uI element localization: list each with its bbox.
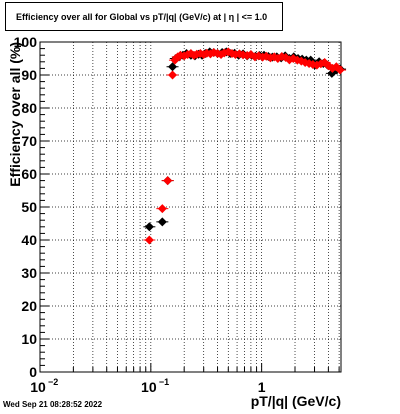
x-tick-label-exponent: −2: [48, 377, 58, 387]
y-tick-label: 30: [21, 265, 37, 281]
x-tick-label: 10: [30, 379, 46, 395]
y-tick-label: 20: [21, 298, 37, 314]
data-point: [144, 222, 154, 232]
y-tick-label: 60: [21, 166, 37, 182]
data-points: [143, 47, 347, 245]
data-point: [163, 176, 173, 186]
data-point: [157, 204, 167, 214]
y-tick-label: 80: [21, 100, 37, 116]
series-1: [143, 47, 347, 245]
y-tick-label: 90: [21, 67, 37, 83]
x-tick-label: 10: [141, 379, 157, 395]
data-point: [335, 65, 345, 75]
y-tick-label: 0: [29, 364, 37, 380]
y-axis-label: Efficiency over all (%): [7, 42, 23, 187]
y-tick-labels: 0 10 20 30 40 50 60 70 80 90 100: [14, 34, 38, 380]
x-tick-labels: 10 −2 10 −1 1: [30, 377, 266, 395]
chart-title: Efficiency over all for Global vs pT/|q|…: [5, 2, 283, 31]
y-tick-label: 40: [21, 232, 37, 248]
data-point: [168, 70, 178, 80]
y-tick-label: 100: [14, 34, 38, 50]
x-tick-label-exponent: −1: [159, 377, 169, 387]
axis-ticks: [39, 41, 340, 373]
y-tick-label: 70: [21, 133, 37, 149]
y-tick-label: 50: [21, 199, 37, 215]
x-tick-label: 1: [258, 379, 266, 395]
data-point: [157, 217, 167, 227]
data-point: [144, 235, 154, 245]
x-axis-label: pT/|q| (GeV/c): [251, 393, 341, 409]
grid-lines: [40, 42, 341, 372]
y-tick-label: 10: [21, 331, 37, 347]
timestamp: Wed Sep 21 08:28:52 2022: [3, 400, 103, 409]
